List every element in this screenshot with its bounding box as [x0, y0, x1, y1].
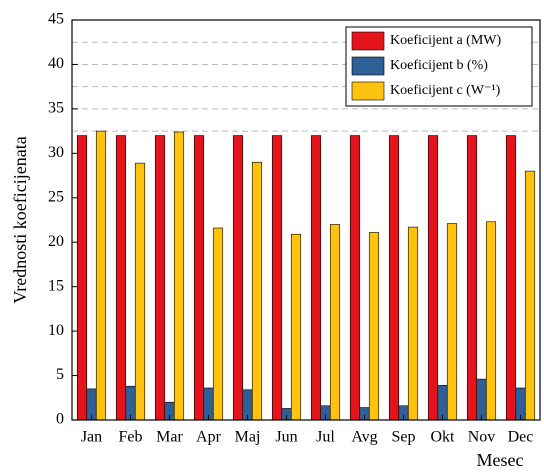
legend-swatch	[351, 31, 385, 51]
bar	[125, 385, 136, 421]
bar	[505, 135, 517, 421]
bar	[76, 135, 88, 421]
bar	[212, 227, 224, 421]
bar	[427, 135, 439, 421]
bar	[154, 135, 166, 421]
bar	[271, 135, 283, 421]
x-tick-label: Sep	[392, 429, 416, 446]
y-tick-label: 5	[56, 366, 64, 383]
bar	[232, 135, 244, 421]
plot-frame	[71, 19, 541, 421]
bar	[251, 161, 263, 421]
x-axis-label: Mesec	[477, 450, 524, 470]
legend-swatch	[351, 81, 385, 101]
y-axis-label: Vrednosti koeficijenata	[10, 136, 30, 303]
legend-label: Koeficijent a (MW)	[390, 33, 502, 48]
bar	[446, 223, 458, 421]
bar	[388, 135, 400, 421]
y-tick-label: 40	[48, 55, 64, 72]
x-tick-label: Feb	[119, 429, 143, 446]
x-tick-label: Apr	[196, 429, 222, 446]
bar	[134, 162, 146, 421]
legend-label: Koeficijent b (%)	[390, 58, 488, 73]
bar	[466, 135, 478, 421]
y-tick-label: 30	[48, 144, 64, 161]
bar	[485, 221, 497, 421]
bar	[349, 135, 361, 421]
bar	[290, 233, 302, 421]
x-tick-label: Dec	[508, 429, 534, 446]
y-tick-label: 25	[48, 188, 64, 205]
bar	[437, 385, 448, 421]
legend-swatch	[351, 56, 385, 76]
y-tick-label: 10	[48, 322, 64, 339]
y-tick-label: 35	[48, 100, 64, 117]
y-tick-label: 45	[48, 11, 64, 28]
x-tick-label: Okt	[431, 429, 456, 446]
bar	[310, 135, 322, 421]
y-tick-label: 0	[56, 411, 64, 428]
bar	[193, 135, 205, 421]
bar	[95, 130, 107, 421]
bar	[329, 224, 341, 421]
y-tick-label: 15	[48, 277, 64, 294]
x-tick-label: Jul	[316, 429, 335, 446]
y-tick-label: 20	[48, 233, 64, 250]
bar	[407, 226, 419, 421]
x-tick-label: Jun	[275, 429, 297, 446]
bar	[476, 378, 487, 421]
x-tick-label: Mar	[156, 429, 183, 446]
bar	[524, 170, 536, 421]
bar	[115, 135, 127, 421]
x-tick-label: Maj	[235, 429, 261, 446]
x-tick-label: Avg	[351, 429, 377, 446]
bar	[368, 232, 380, 421]
bar	[173, 131, 185, 421]
x-tick-label: Nov	[468, 429, 496, 446]
legend-label: Koeficijent c (W⁻¹)	[390, 83, 501, 98]
x-tick-label: Jan	[81, 429, 102, 446]
